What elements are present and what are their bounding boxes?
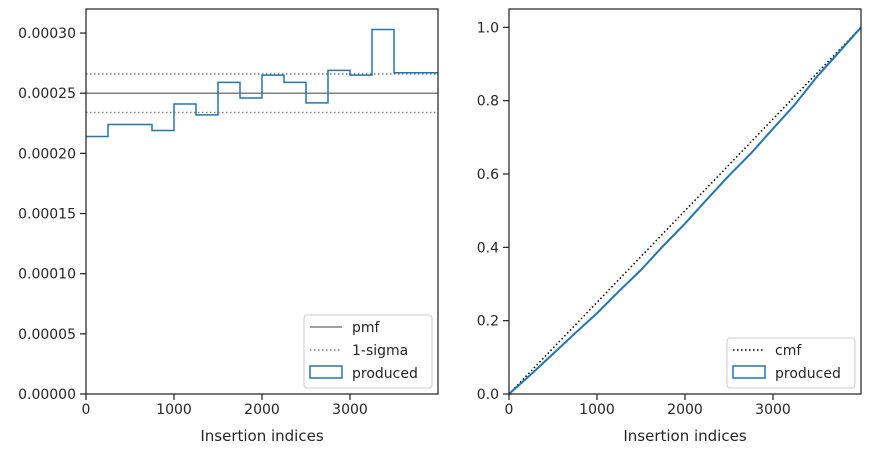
left-y-tick-label: 0.00015 [18,207,76,223]
right-legend: cmf produced [726,337,856,389]
left-x-tick-label: 2000 [244,402,280,418]
right-chart-marks [508,26,862,395]
produced-cumulative [508,26,862,395]
left-x-axis-label: Insertion indices [200,427,323,445]
legend-produced-label-right: produced [775,366,841,382]
legend-1-sigma-label: 1-sigma [352,343,408,359]
legend-produced-swatch-right [732,365,766,379]
right-y-tick-label: 1.0 [477,20,499,36]
left-y-tick-label: 0.00000 [18,387,76,403]
right-x-tick-label: 0 [505,402,514,418]
legend-pmf-label: pmf [352,320,381,336]
left-chart: 0 1000 2000 3000 0.000000.000050.000100.000… [18,8,439,445]
legend-produced-label: produced [352,366,418,382]
right-x-ticks: 0 1000 2000 3000 [505,394,791,418]
right-x-tick-label: 1000 [579,402,615,418]
right-y-tick-label: 0.0 [477,387,499,403]
right-chart: 0 1000 2000 3000 0.0 0.2 0.4 0.6 0.8 1.0 Inserti… [477,8,862,445]
left-x-ticks: 0 1000 2000 3000 [82,394,368,418]
right-y-tick-label: 0.2 [477,314,499,330]
legend-cmf-label: cmf [775,343,802,359]
left-y-tick-label: 0.00025 [18,86,76,102]
right-legend-box [726,337,856,389]
left-x-tick-label: 3000 [332,402,368,418]
left-y-tick-label: 0.00030 [18,26,76,42]
right-x-tick-label: 2000 [667,402,703,418]
right-y-tick-label: 0.6 [477,167,499,183]
right-y-ticks: 0.0 0.2 0.4 0.6 0.8 1.0 [477,20,509,403]
legend-produced-swatch [309,365,343,379]
left-y-tick-label: 0.00005 [18,327,76,343]
left-y-ticks: 0.00000 0.00005 0.00010 0.00015 0.00020 0.000… [18,26,86,403]
left-x-tick-label: 0 [82,402,91,418]
left-chart-marks [86,28,438,138]
left-legend-box [303,314,433,389]
left-x-tick-label: 1000 [156,402,192,418]
right-x-axis-label: Insertion indices [623,427,746,445]
right-x-tick-label: 3000 [755,402,791,418]
left-y-tick-label: 0.00010 [18,267,76,283]
left-y-tick-label: 0.00020 [18,146,76,162]
cmf-line [508,26,862,395]
left-legend: pmf 1-sigma produced [303,314,433,389]
right-y-tick-label: 0.8 [477,94,499,110]
produced-histogram [86,28,438,138]
right-y-tick-label: 0.4 [477,240,499,256]
